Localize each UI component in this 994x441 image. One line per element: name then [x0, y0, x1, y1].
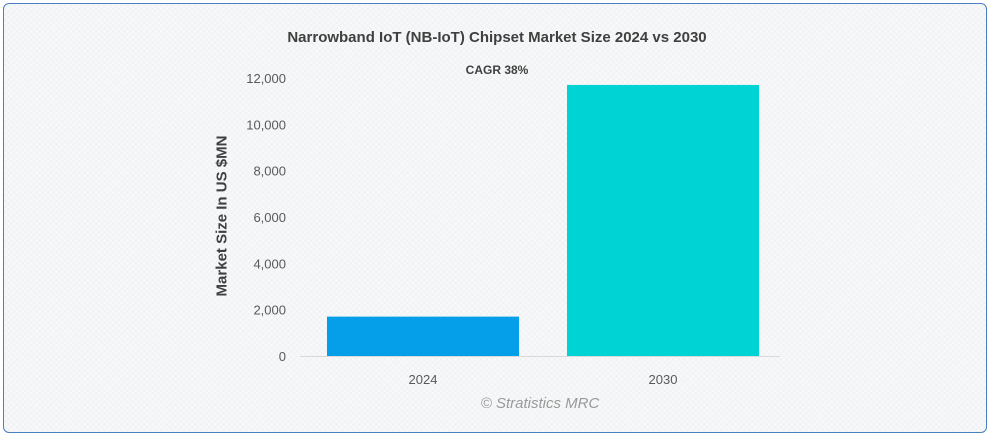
x-tick-label: 2030: [649, 372, 678, 387]
cagr-annotation: CAGR 38%: [465, 63, 529, 77]
y-tick-labels: 0 2,000 4,000 6,000 8,000 10,000 12,000: [246, 71, 286, 364]
y-tick-label: 8,000: [253, 164, 286, 179]
y-tick-label: 4,000: [253, 256, 286, 271]
y-tick-label: 0: [279, 349, 286, 364]
watermark: © Stratistics MRC: [480, 395, 600, 412]
chart-frame: [3, 3, 987, 433]
bar-2024: [327, 316, 519, 356]
y-tick-label: 6,000: [253, 210, 286, 225]
x-tick-labels: 2024 2030: [409, 372, 678, 387]
y-tick-label: 10,000: [246, 117, 286, 132]
chart-title: Narrowband IoT (NB-IoT) Chipset Market S…: [287, 29, 707, 46]
x-tick-label: 2024: [409, 372, 438, 387]
bar-2030: [567, 84, 759, 356]
bars: [327, 84, 759, 356]
y-tick-label: 2,000: [253, 303, 286, 318]
y-tick-label: 12,000: [246, 71, 286, 86]
